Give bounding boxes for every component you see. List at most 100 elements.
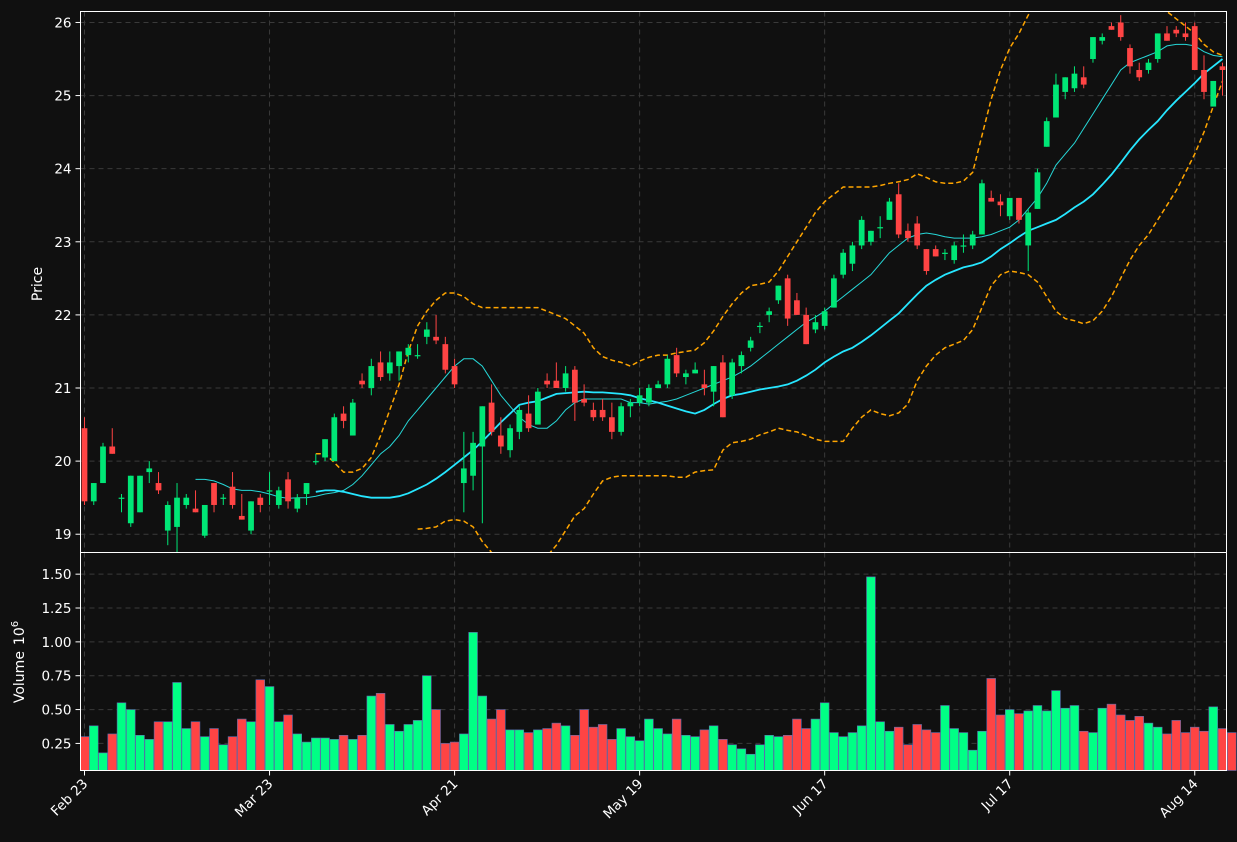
candle bbox=[553, 362, 560, 389]
volume-bar bbox=[782, 734, 793, 771]
volume-bar bbox=[764, 734, 774, 771]
candle bbox=[692, 362, 699, 374]
slow-ma-line bbox=[315, 58, 1224, 499]
candle bbox=[322, 439, 328, 462]
candle bbox=[886, 197, 893, 220]
candle bbox=[497, 417, 504, 454]
candle bbox=[849, 241, 856, 272]
candle-body bbox=[118, 497, 125, 499]
volume-bar bbox=[440, 743, 451, 771]
candle-body bbox=[1201, 69, 1207, 92]
candle-body bbox=[988, 197, 995, 202]
candle bbox=[868, 230, 874, 246]
candle-body bbox=[386, 362, 393, 374]
lower-band-line bbox=[417, 80, 1224, 553]
candle bbox=[608, 402, 615, 440]
candle bbox=[1164, 26, 1170, 41]
candle-body bbox=[109, 446, 116, 454]
candle bbox=[525, 395, 532, 432]
candle-body bbox=[1043, 121, 1050, 147]
candle bbox=[1090, 37, 1096, 63]
bollinger-bands bbox=[315, 11, 1224, 553]
volume-tick-label: 1.00 bbox=[41, 635, 71, 651]
candle-body bbox=[1117, 22, 1124, 38]
candle bbox=[479, 406, 486, 524]
volume-bar bbox=[875, 721, 885, 771]
candle bbox=[858, 216, 865, 250]
volume-bar bbox=[486, 718, 497, 771]
candle bbox=[1099, 33, 1106, 45]
candle bbox=[238, 494, 245, 520]
candle-body bbox=[553, 380, 560, 389]
candle bbox=[701, 369, 708, 396]
price-tick-label: 24 bbox=[54, 162, 71, 178]
candle bbox=[1127, 44, 1133, 74]
volume-bar bbox=[597, 724, 608, 771]
volume-bar bbox=[1180, 732, 1191, 771]
candle-body bbox=[322, 439, 328, 458]
candle-body bbox=[1071, 73, 1078, 89]
candle bbox=[840, 249, 847, 279]
volume-tick-label: 0.50 bbox=[41, 703, 71, 719]
candle bbox=[100, 442, 106, 484]
volume-bar bbox=[246, 721, 256, 771]
candle bbox=[757, 322, 763, 334]
candle bbox=[997, 194, 1004, 217]
volume-bar bbox=[292, 733, 302, 771]
candle bbox=[1062, 77, 1069, 100]
candle-body bbox=[618, 406, 624, 432]
candle bbox=[331, 413, 338, 462]
volume-bar bbox=[264, 686, 275, 771]
candle-body bbox=[405, 347, 412, 356]
moving-averages bbox=[195, 43, 1224, 499]
volume-bar bbox=[893, 726, 904, 771]
price-tick-label: 20 bbox=[54, 454, 71, 470]
volume-bar bbox=[181, 728, 191, 771]
candle bbox=[747, 336, 754, 352]
candle bbox=[1173, 26, 1180, 38]
candle bbox=[960, 234, 967, 253]
volume-bar bbox=[773, 736, 784, 771]
volume-bar bbox=[468, 632, 478, 771]
candle-body bbox=[1034, 172, 1041, 209]
candle-body bbox=[1080, 77, 1087, 85]
volume-bar bbox=[1125, 720, 1135, 771]
volume-bar bbox=[89, 725, 99, 771]
candle-body bbox=[886, 201, 893, 220]
volume-bar bbox=[560, 725, 571, 771]
candle-body bbox=[1136, 69, 1143, 78]
price-tick-label: 23 bbox=[54, 235, 71, 251]
candle-body bbox=[349, 402, 356, 436]
volume-bar bbox=[801, 728, 811, 771]
candle bbox=[442, 336, 449, 374]
candle-body bbox=[960, 245, 967, 247]
candle-body bbox=[359, 380, 365, 385]
candle bbox=[803, 307, 810, 345]
candle bbox=[571, 366, 578, 421]
candle bbox=[1117, 15, 1124, 41]
volume-bar bbox=[1134, 716, 1144, 771]
volume-bar bbox=[681, 734, 691, 771]
candle bbox=[562, 366, 569, 392]
volume-bar bbox=[533, 729, 543, 771]
candle bbox=[794, 292, 800, 315]
volume-bar bbox=[1106, 703, 1117, 771]
volume-bar bbox=[209, 728, 219, 771]
candle bbox=[349, 398, 356, 436]
candle-body bbox=[738, 355, 745, 367]
volume-bar bbox=[1005, 709, 1015, 771]
volume-bar bbox=[144, 739, 154, 771]
volume-bar bbox=[690, 736, 700, 771]
candle bbox=[599, 398, 606, 421]
candle bbox=[923, 249, 930, 275]
volume-bar bbox=[274, 721, 284, 771]
candle-body bbox=[979, 183, 985, 235]
candle-body bbox=[285, 479, 291, 502]
volume-bar bbox=[459, 733, 469, 771]
candle-body bbox=[747, 340, 754, 348]
candle bbox=[1191, 22, 1198, 70]
candle bbox=[81, 417, 88, 505]
candle-body bbox=[784, 278, 791, 319]
candle bbox=[229, 472, 236, 509]
candle-body bbox=[507, 428, 513, 451]
